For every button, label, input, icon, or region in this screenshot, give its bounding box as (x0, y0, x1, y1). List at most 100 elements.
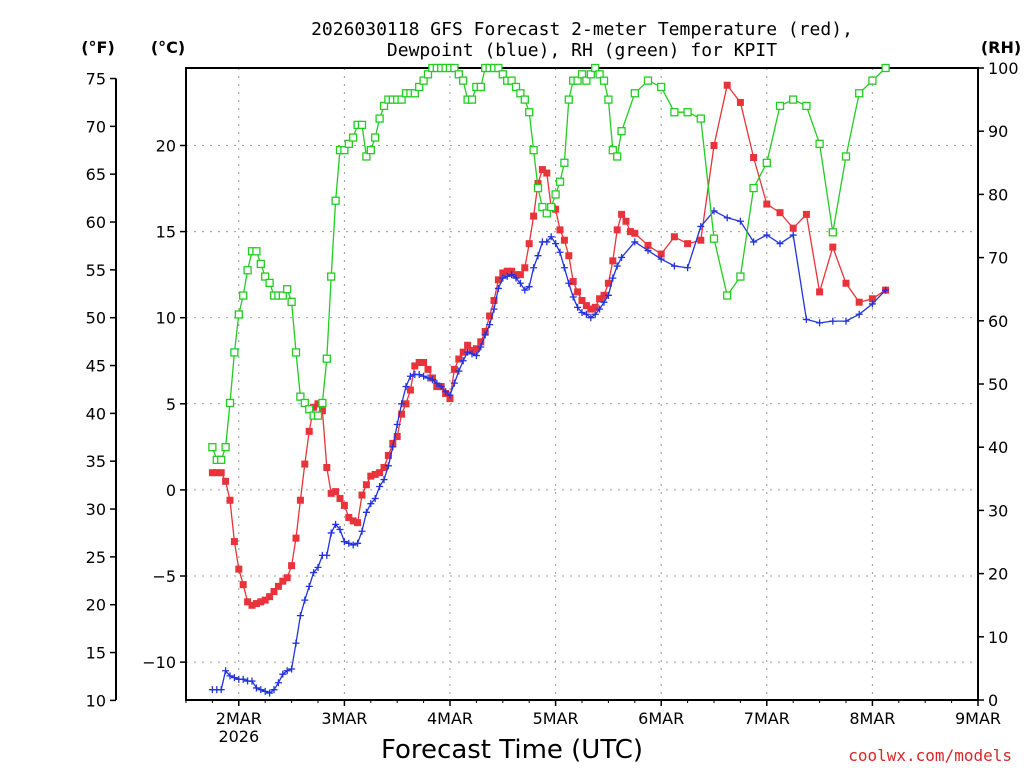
dewpoint-point (868, 300, 876, 308)
rh-point (256, 259, 265, 269)
series-line (212, 210, 887, 694)
temperature-point (314, 400, 322, 408)
fahrenheit-tick-label: 55 (86, 261, 106, 280)
rh-point (855, 89, 864, 98)
rh-point (467, 95, 477, 104)
temperature-point (556, 226, 564, 234)
temperature-point (618, 210, 626, 218)
rh-point (208, 443, 217, 452)
dewpoint-point (525, 283, 533, 291)
dewpoint-point (274, 679, 282, 687)
temperature-point (538, 166, 546, 174)
series-dewpoint (208, 207, 890, 697)
temperature-point (362, 481, 370, 489)
rh-point (582, 76, 591, 85)
temperature-point (494, 276, 502, 284)
temperature-point (402, 400, 410, 408)
temperature-point (257, 598, 265, 606)
rh-point (613, 152, 622, 161)
celsius-tick-label: −5 (152, 567, 176, 586)
dewpoint-point (455, 367, 463, 375)
rh-point (305, 405, 314, 414)
dewpoint-point (530, 264, 538, 272)
dewpoint-point (604, 291, 612, 299)
temperature-point (283, 574, 291, 582)
dewpoint-point (433, 379, 441, 387)
fahrenheit-tick-label: 50 (86, 309, 106, 328)
dewpoint-point (468, 350, 476, 358)
dewpoint-point (252, 684, 260, 692)
temperature-point (230, 538, 238, 546)
temperature-point (582, 302, 590, 310)
temperature-point (336, 495, 344, 503)
dewpoint-point (552, 240, 560, 248)
rh-point (586, 70, 595, 79)
dewpoint-point (270, 686, 278, 694)
rh-point (815, 139, 824, 148)
rh-point (802, 101, 811, 111)
dewpoint-point (516, 279, 524, 287)
dewpoint-point (398, 400, 406, 408)
temperature-point (459, 348, 467, 356)
series-line (211, 66, 887, 461)
rh-point (340, 146, 349, 155)
rh-point (507, 76, 516, 85)
dewpoint-point (609, 274, 617, 282)
fahrenheit-tick-label: 35 (86, 452, 106, 471)
series-line (212, 83, 886, 607)
dewpoint-point (503, 272, 511, 280)
temperature-point (464, 341, 472, 349)
temperature-point (252, 600, 260, 608)
dewpoint-point (499, 274, 507, 282)
temperature-point (217, 469, 225, 477)
rh-point (415, 82, 424, 92)
rh-point (344, 139, 353, 148)
dewpoint-point (578, 309, 586, 317)
temperature-point (279, 577, 287, 585)
chart-title: 2026030118 GFS Forecast 2-meter Temperat… (311, 19, 853, 61)
dewpoint-point (750, 238, 758, 246)
grid-lines (186, 68, 979, 700)
rh-point (450, 63, 459, 73)
rh-point (542, 209, 551, 218)
temperature-point (604, 279, 612, 287)
dewpoint-point (802, 315, 810, 323)
dewpoint-point (842, 317, 850, 325)
temperature-point (868, 295, 876, 303)
dewpoint-point (415, 371, 423, 379)
rh-point (630, 89, 639, 98)
dewpoint-point (406, 372, 414, 380)
dewpoint-point (332, 520, 340, 528)
rh-point (221, 443, 230, 452)
rh-point (366, 146, 375, 155)
rh-point (683, 108, 692, 117)
fahrenheit-tick-label: 30 (86, 500, 106, 519)
dewpoint-point (349, 541, 357, 549)
dewpoint-point (543, 238, 551, 246)
rh-point (520, 95, 529, 104)
rh-point (291, 348, 301, 357)
dewpoint-point (327, 529, 335, 537)
fahrenheit-tick-label: 10 (86, 691, 106, 710)
title-line-2: Dewpoint (blue), RH (green) for KPIT (387, 40, 777, 61)
data-series (208, 63, 890, 697)
rh-point (551, 190, 560, 199)
x-tick-label: 9MAR (955, 709, 1001, 728)
dewpoint-point (776, 240, 784, 248)
temperature-point (288, 562, 296, 570)
rh-point (643, 76, 653, 85)
temperature-point (266, 593, 274, 601)
dewpoint-point (591, 310, 599, 318)
rh-point (375, 114, 384, 123)
dewpoint-point (631, 238, 639, 246)
rh-point (278, 291, 287, 300)
fahrenheit-tick-label: 40 (86, 404, 106, 423)
dewpoint-point (547, 233, 555, 241)
rh-point (243, 266, 252, 275)
temperature-point (802, 210, 810, 218)
temperature-point (736, 98, 744, 106)
rh-point (762, 158, 771, 167)
dewpoint-point (534, 252, 542, 260)
x-tick-label: 7MAR (744, 709, 790, 728)
